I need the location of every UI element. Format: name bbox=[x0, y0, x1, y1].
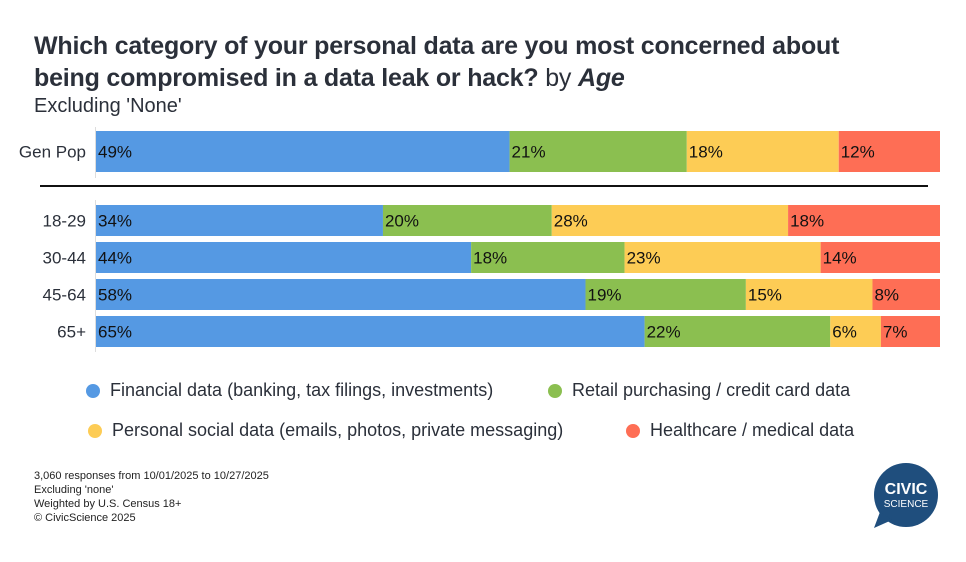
bar-segment bbox=[686, 131, 839, 172]
bar-segment bbox=[551, 205, 789, 236]
bar-segment bbox=[96, 316, 645, 347]
data-label: 14% bbox=[823, 249, 857, 268]
svg-text:CIVIC: CIVIC bbox=[885, 481, 928, 498]
bar-segment bbox=[872, 279, 940, 310]
legend-swatch bbox=[548, 383, 562, 398]
title-by: by bbox=[545, 64, 572, 92]
bar-segment bbox=[585, 279, 746, 310]
bar-segment bbox=[880, 316, 940, 347]
footnote-line: Weighted by U.S. Census 18+ bbox=[34, 498, 182, 510]
data-label: 58% bbox=[98, 286, 132, 305]
legend-item: Personal social data (emails, photos, pr… bbox=[88, 420, 563, 441]
footnote-line: 3,060 responses from 10/01/2025 to 10/27… bbox=[34, 470, 269, 482]
data-label: 18% bbox=[689, 143, 723, 162]
svg-text:SCIENCE: SCIENCE bbox=[884, 499, 929, 510]
bar-segment bbox=[830, 316, 881, 347]
data-label: 21% bbox=[512, 143, 546, 162]
data-label: 20% bbox=[385, 212, 419, 231]
bar-segment bbox=[820, 242, 940, 273]
legend-item: Healthcare / medical data bbox=[626, 420, 854, 441]
title-line-2: being compromised in a data leak or hack… bbox=[34, 62, 839, 94]
bar-segment bbox=[745, 279, 873, 310]
title-line-2-text: being compromised in a data leak or hack… bbox=[34, 64, 539, 92]
bar-segment bbox=[509, 131, 687, 172]
data-label: 8% bbox=[874, 286, 899, 305]
data-label: 7% bbox=[883, 323, 908, 342]
bar-segment bbox=[838, 131, 940, 172]
legend-swatch bbox=[86, 383, 100, 398]
category-label: Gen Pop bbox=[19, 143, 86, 162]
bar-segment bbox=[382, 205, 552, 236]
data-label: 15% bbox=[748, 286, 782, 305]
data-label: 18% bbox=[790, 212, 824, 231]
data-label: 34% bbox=[98, 212, 132, 231]
legend-label: Personal social data (emails, photos, pr… bbox=[112, 420, 564, 440]
legend-item: Retail purchasing / credit card data bbox=[548, 380, 850, 401]
chart-title: Which category of your personal data are… bbox=[34, 30, 839, 94]
bar-segment bbox=[471, 242, 625, 273]
legend-label: Retail purchasing / credit card data bbox=[572, 380, 851, 400]
category-label: 30-44 bbox=[43, 249, 86, 268]
data-label: 19% bbox=[588, 286, 622, 305]
bar-segment bbox=[644, 316, 831, 347]
data-label: 44% bbox=[98, 249, 132, 268]
footnote-line: © CivicScience 2025 bbox=[34, 512, 136, 524]
title-line-1: Which category of your personal data are… bbox=[34, 32, 840, 60]
bar-segment bbox=[96, 242, 472, 273]
footnote: 3,060 responses from 10/01/2025 to 10/27… bbox=[34, 469, 269, 525]
bar-segment bbox=[96, 131, 510, 172]
stacked-bar-chart: Gen Pop 49% 21% 18% 12% 18-29 34% 20% 28% 18% 30-4… bbox=[19, 127, 940, 352]
legend-label: Financial data (banking, tax filings, in… bbox=[110, 380, 494, 400]
data-label: 6% bbox=[832, 323, 857, 342]
legend-label: Healthcare / medical data bbox=[650, 420, 855, 440]
data-label: 23% bbox=[627, 249, 661, 268]
legend-swatch bbox=[626, 423, 640, 438]
footnote-line: Excluding 'none' bbox=[34, 484, 114, 496]
data-label: 12% bbox=[841, 143, 875, 162]
category-label: 45-64 bbox=[43, 286, 86, 305]
bar-segment bbox=[624, 242, 821, 273]
category-label: 18-29 bbox=[43, 212, 86, 231]
legend-swatch bbox=[88, 423, 102, 438]
data-label: 18% bbox=[473, 249, 507, 268]
chart-subtitle: Excluding 'None' bbox=[34, 95, 182, 117]
category-label: 65+ bbox=[57, 323, 86, 342]
data-label: 28% bbox=[554, 212, 588, 231]
legend-item: Financial data (banking, tax filings, in… bbox=[86, 380, 493, 401]
title-dimension: Age bbox=[577, 64, 625, 92]
civicscience-logo: CIVIC SCIENCE bbox=[874, 463, 938, 528]
data-label: 49% bbox=[98, 143, 132, 162]
bar-segment bbox=[96, 279, 586, 310]
bar-segment bbox=[788, 205, 940, 236]
bar-segment bbox=[96, 205, 383, 236]
data-label: 65% bbox=[98, 323, 132, 342]
data-label: 22% bbox=[647, 323, 681, 342]
